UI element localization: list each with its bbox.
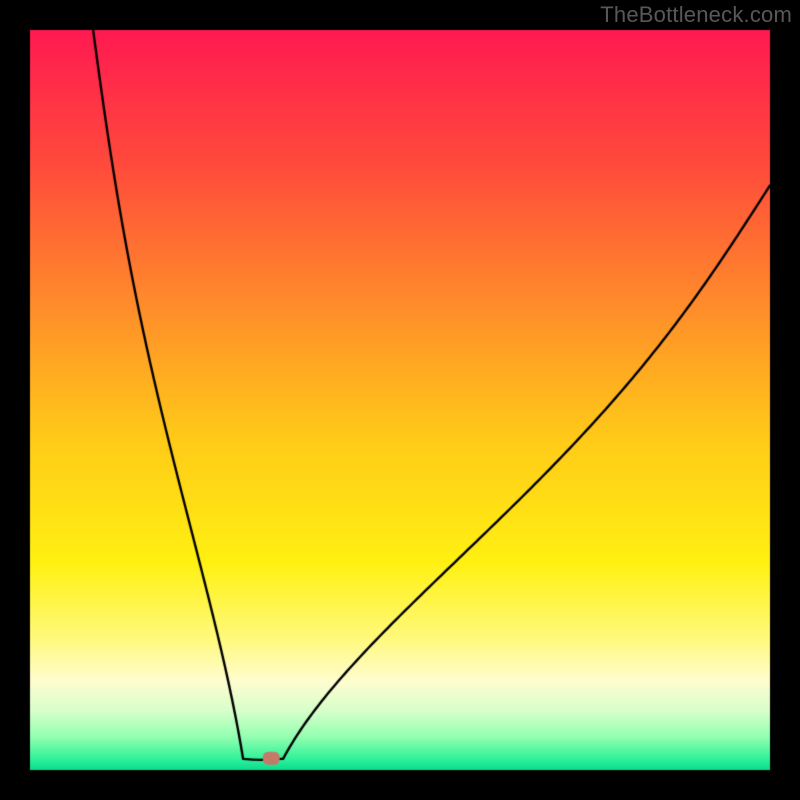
- bottleneck-chart-canvas: [0, 0, 800, 800]
- watermark-text: TheBottleneck.com: [600, 2, 792, 28]
- chart-container: TheBottleneck.com: [0, 0, 800, 800]
